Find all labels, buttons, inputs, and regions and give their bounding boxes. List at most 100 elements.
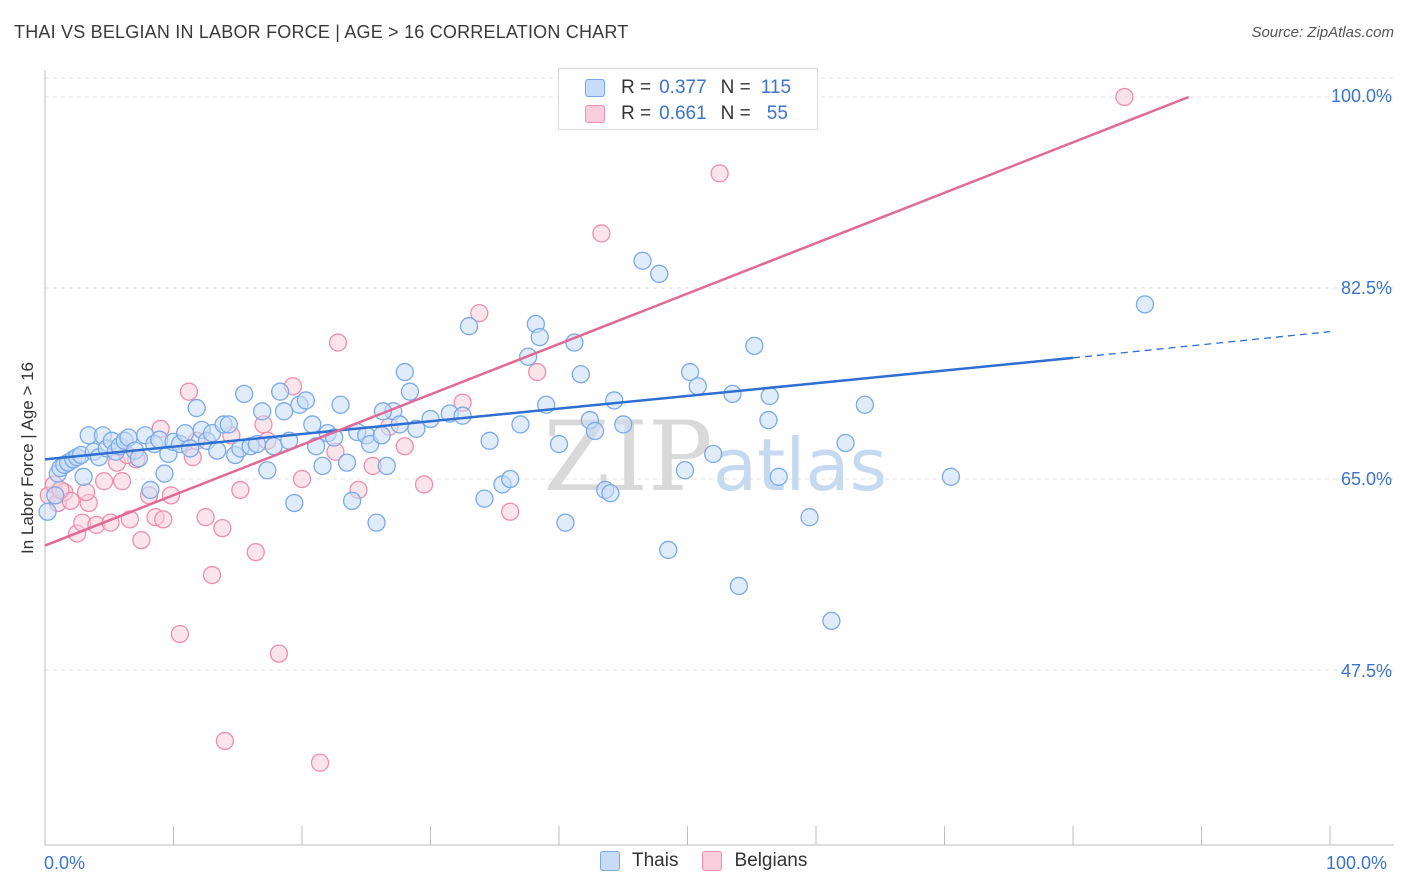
belgians-point — [76, 482, 96, 502]
thais-point — [337, 453, 357, 472]
thais-point — [129, 449, 148, 468]
legend-row-thais: R = 0.377 N = 115 — [585, 75, 791, 101]
belgians-point — [132, 530, 151, 550]
thais-point — [650, 264, 669, 283]
thais-point — [530, 327, 549, 347]
thais-point — [769, 467, 788, 486]
thais-point — [729, 576, 749, 596]
thais-point — [155, 464, 174, 483]
legend-r-value-thais: 0.377 — [659, 77, 707, 98]
thais-point — [296, 391, 316, 410]
belgians-point — [292, 469, 312, 489]
thais-point — [601, 484, 620, 503]
thais-point — [38, 502, 57, 521]
thais-point — [235, 384, 254, 404]
x-tick-max: 100.0% — [1326, 853, 1388, 873]
thais-point — [459, 317, 479, 336]
axes — [44, 70, 1394, 846]
thais-point — [181, 439, 200, 458]
thais-point — [475, 489, 494, 508]
series-thais — [38, 251, 1155, 631]
legend-r-label: R = — [621, 77, 652, 98]
thais-point — [605, 391, 624, 410]
y-tick-82-5: 82.5% — [1340, 278, 1392, 298]
y-tick-47-5: 47.5% — [1340, 661, 1392, 681]
legend-row-belgians: R = 0.661 N = 55 — [585, 101, 788, 127]
thais-point — [633, 251, 652, 270]
trend-lines — [44, 95, 1331, 547]
belgians-trend-line — [44, 95, 1190, 547]
y-tick-100: 100.0% — [1330, 86, 1392, 106]
thais-point — [175, 424, 195, 443]
thais-point — [400, 382, 420, 401]
legend-n-label: N = — [720, 77, 751, 98]
thais-trend-line — [44, 356, 1074, 461]
series-legend: Thais Belgians — [600, 850, 831, 872]
thais-point — [704, 444, 723, 464]
correlation-legend: R = 0.377 N = 115 R = 0.661 N = 55 — [558, 68, 818, 130]
thais-point — [941, 467, 961, 486]
thais-point — [480, 431, 499, 450]
thais-point — [745, 336, 764, 355]
thais-point — [800, 508, 819, 527]
x-tick-min: 0.0% — [44, 853, 86, 873]
thais-point — [585, 421, 605, 441]
belgians-point — [231, 480, 250, 500]
belgians-point — [328, 333, 348, 352]
chart-title: THAI VS BELGIAN IN LABOR FORCE | AGE > 1… — [14, 22, 629, 42]
thais-point — [822, 611, 841, 631]
thais-point — [141, 480, 160, 500]
belgians-point — [246, 542, 265, 562]
thais-point — [571, 365, 590, 384]
thais-point — [271, 382, 290, 401]
thais-point — [331, 395, 350, 414]
legend-item-belgians[interactable]: Belgians — [702, 850, 807, 872]
belgians-point — [269, 644, 289, 663]
thais-point — [836, 433, 855, 453]
thais-trend-extension — [1072, 331, 1331, 359]
belgians-point — [395, 437, 414, 456]
legend-r-label: R = — [621, 103, 652, 124]
legend-r-value-belgians: 0.661 — [659, 103, 707, 124]
belgians-point — [170, 624, 190, 644]
thais-point — [219, 415, 238, 434]
thais-point — [367, 513, 386, 532]
thais-point — [675, 461, 695, 480]
belgians-swatch-icon — [585, 105, 605, 123]
thais-point — [453, 406, 472, 425]
source-label: Source: ZipAtlas.com — [1251, 24, 1394, 41]
belgians-point — [94, 472, 114, 491]
thais-point — [372, 426, 391, 445]
legend-label-belgians: Belgians — [734, 850, 808, 871]
belgians-point — [592, 224, 611, 243]
thais-point — [407, 419, 426, 438]
thais-point — [253, 402, 272, 421]
y-tick-65: 65.0% — [1340, 469, 1392, 489]
belgians-point — [528, 362, 547, 382]
legend-n-label: N = — [720, 103, 751, 124]
thais-point — [313, 456, 332, 476]
thais-point — [614, 415, 633, 434]
thais-point — [377, 456, 396, 476]
thais-point — [659, 540, 678, 560]
thais-point — [855, 395, 874, 414]
legend-item-thais[interactable]: Thais — [600, 850, 678, 872]
thais-point — [274, 402, 294, 421]
thais-point — [46, 486, 65, 505]
thais-point — [556, 513, 575, 532]
thais-point — [501, 469, 520, 489]
belgians-point — [196, 508, 215, 527]
thais-point — [680, 362, 700, 382]
thais-point — [342, 491, 362, 510]
thais-swatch-icon — [585, 79, 605, 97]
y-axis-label: In Labor Force | Age > 16 — [18, 361, 37, 555]
thais-point — [759, 410, 778, 430]
belgians-point — [310, 753, 330, 772]
thais-point — [688, 377, 707, 396]
thais-point — [511, 415, 530, 434]
belgians-point — [501, 502, 520, 521]
belgians-point — [112, 472, 132, 491]
thais-point — [395, 362, 414, 382]
legend-n-value-thais: 115 — [760, 77, 792, 98]
belgians-point — [213, 518, 232, 538]
